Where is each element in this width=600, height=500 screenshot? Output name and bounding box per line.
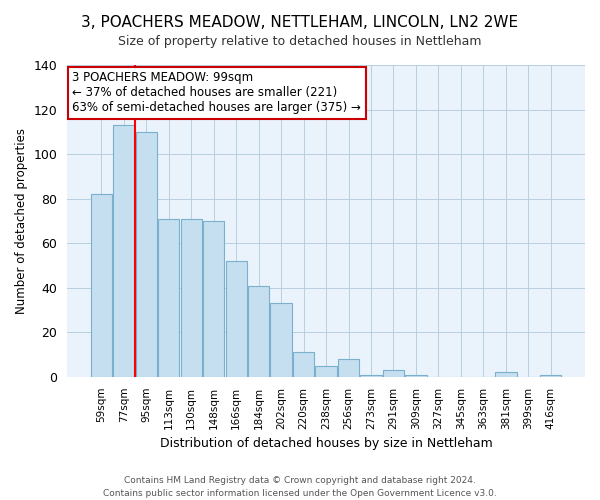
Bar — [113, 125, 134, 377]
Bar — [158, 218, 179, 377]
Bar — [91, 194, 112, 377]
X-axis label: Distribution of detached houses by size in Nettleham: Distribution of detached houses by size … — [160, 437, 493, 450]
Bar — [226, 261, 247, 377]
Bar — [405, 374, 427, 377]
Text: 3 POACHERS MEADOW: 99sqm
← 37% of detached houses are smaller (221)
63% of semi-: 3 POACHERS MEADOW: 99sqm ← 37% of detach… — [73, 71, 361, 114]
Bar — [361, 374, 382, 377]
Text: 3, POACHERS MEADOW, NETTLEHAM, LINCOLN, LN2 2WE: 3, POACHERS MEADOW, NETTLEHAM, LINCOLN, … — [82, 15, 518, 30]
Bar — [271, 304, 292, 377]
Bar — [203, 221, 224, 377]
Bar — [540, 374, 562, 377]
Bar — [136, 132, 157, 377]
Bar — [248, 286, 269, 377]
Bar — [293, 352, 314, 377]
Y-axis label: Number of detached properties: Number of detached properties — [15, 128, 28, 314]
Bar — [338, 359, 359, 377]
Bar — [316, 366, 337, 377]
Bar — [181, 218, 202, 377]
Text: Contains HM Land Registry data © Crown copyright and database right 2024.
Contai: Contains HM Land Registry data © Crown c… — [103, 476, 497, 498]
Text: Size of property relative to detached houses in Nettleham: Size of property relative to detached ho… — [118, 35, 482, 48]
Bar — [495, 372, 517, 377]
Bar — [383, 370, 404, 377]
